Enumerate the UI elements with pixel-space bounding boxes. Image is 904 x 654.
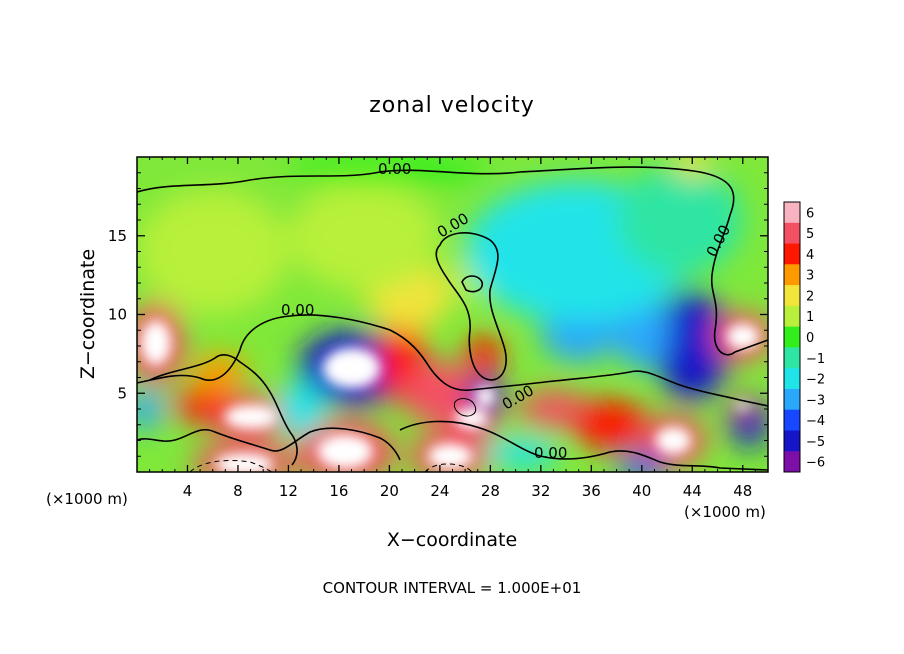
x-tick-label: 28 [481, 482, 500, 500]
y-tick-label: 5 [117, 384, 127, 402]
colorbar-tick-label: 2 [806, 289, 814, 304]
contour-small-loop [461, 275, 484, 293]
x-tick-label: 40 [632, 482, 651, 500]
y-tick-label: 15 [108, 227, 127, 245]
velocity-field-cores [140, 320, 760, 472]
velocity-blob [137, 188, 289, 315]
velocity-core [475, 386, 496, 407]
colorbar-swatch [784, 285, 800, 307]
velocity-blob [654, 290, 731, 402]
velocity-core [317, 434, 373, 469]
contour-core-small [453, 398, 477, 417]
x-tick-label: 48 [733, 482, 752, 500]
x-tick-label: 44 [683, 482, 702, 500]
colorbar-tick-label: 1 [806, 310, 814, 325]
velocity-blob [275, 380, 327, 438]
contour-plume [435, 232, 507, 381]
colorbar-swatch [784, 326, 800, 348]
x-tick-label: 32 [531, 482, 550, 500]
velocity-core [215, 452, 274, 472]
zero-contours [137, 166, 768, 472]
colorbar-tick-label: −5 [806, 435, 825, 450]
x-tick-label: 8 [233, 482, 243, 500]
x-tick-label: 20 [380, 482, 399, 500]
colorbar-swatch [784, 264, 800, 286]
colorbar-tick-label: 6 [806, 206, 814, 221]
colorbar-swatch [784, 451, 800, 473]
colorbar-swatch [784, 368, 800, 390]
x-tick-label: 36 [582, 482, 601, 500]
velocity-core [322, 347, 381, 389]
contour-dashed-mid [424, 463, 473, 472]
y-tick-label: 10 [108, 306, 127, 324]
velocity-core [427, 443, 473, 470]
velocity-core [726, 323, 760, 350]
colorbar-swatch [784, 430, 800, 452]
velocity-core [655, 426, 692, 455]
colorbar-swatch [784, 409, 800, 431]
x-axis-label: X−coordinate [387, 529, 517, 551]
x-axis: 4 8 12 16 20 24 28 32 36 40 44 48 [149, 157, 756, 500]
velocity-blob [288, 180, 440, 291]
contour-mid-left [149, 353, 298, 466]
y-axis-label: Z−coordinate [77, 249, 99, 379]
colorbar-swatch [784, 202, 800, 224]
x-unit-left: (×1000 m) [46, 490, 128, 508]
velocity-blob [572, 399, 649, 450]
x-tick-label: 24 [430, 482, 449, 500]
x-tick-label: 12 [279, 482, 298, 500]
colorbar-swatch [784, 388, 800, 411]
colorbar-swatch [784, 305, 800, 328]
contour-top [137, 166, 768, 356]
chart-title: zonal velocity [369, 93, 535, 118]
colorbar-swatch [784, 243, 800, 265]
colorbar-tick-label: −3 [806, 393, 825, 408]
colorbar-tick-label: −2 [806, 373, 825, 388]
contour-bottom-left [137, 427, 401, 461]
y-axis: 5 10 15 [108, 172, 768, 457]
velocity-blob [190, 353, 249, 392]
contour-label: 0.00 [378, 160, 411, 178]
colorbar-tick-label: 4 [806, 248, 814, 263]
contour-dashed-left [189, 459, 273, 472]
x-unit-right: (×1000 m) [684, 503, 766, 521]
contour-lower-left [137, 314, 768, 407]
velocity-core [140, 320, 172, 366]
contour-bottom-right [399, 420, 768, 471]
colorbar-tick-label: 3 [806, 269, 814, 284]
velocity-blob [616, 164, 743, 276]
plot-area: 0.00 0.00 0.00 0.00 0.00 0.00 [137, 157, 768, 472]
x-tick-label: 4 [183, 482, 193, 500]
x-tick-label: 16 [329, 482, 348, 500]
velocity-blob [137, 388, 164, 430]
colorbar-frame [783, 201, 801, 473]
colorbar-tick-label: 5 [806, 227, 814, 242]
colorbar: 6 5 4 3 2 1 0 −1 −2 −3 −4 −5 −6 [783, 201, 825, 473]
contour-interval-footer: CONTOUR INTERVAL = 1.000E+01 [323, 579, 582, 597]
colorbar-tick-label: −1 [806, 352, 825, 367]
contour-label: 0.00 [534, 444, 567, 462]
colorbar-tick-label: 0 [806, 331, 814, 346]
velocity-blob [484, 437, 560, 469]
velocity-core [224, 404, 277, 430]
colorbar-swatch [784, 347, 800, 369]
colorbar-swatch [784, 222, 800, 245]
colorbar-tick-label: −6 [806, 456, 825, 471]
velocity-blob [171, 390, 235, 422]
velocity-blob [518, 390, 589, 428]
contour-label: 0.00 [281, 301, 314, 319]
colorbar-tick-label: −4 [806, 414, 825, 429]
velocity-core [734, 402, 752, 410]
